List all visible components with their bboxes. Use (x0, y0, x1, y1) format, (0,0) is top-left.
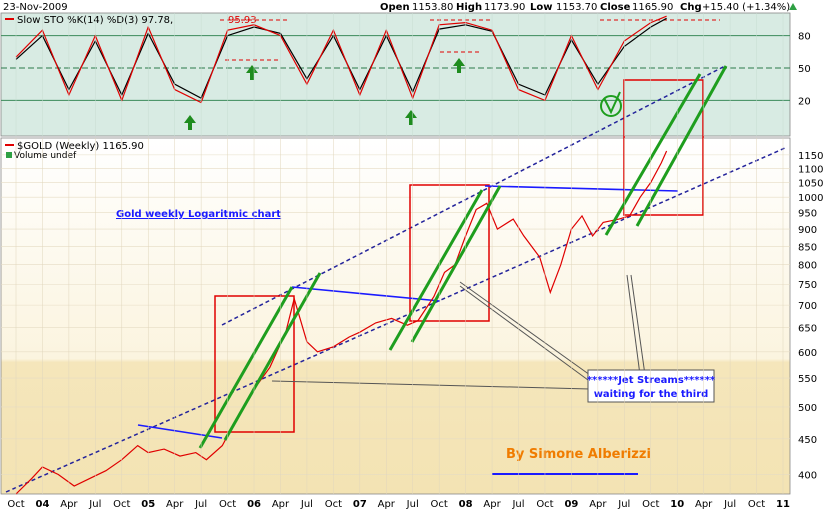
price-y-ticks: 400 450 500 550 600 650 700 750 800 850 900 950 1000… (798, 151, 823, 482)
x-tick-label: Jul (723, 499, 736, 510)
x-tick-label: Apr (378, 499, 396, 510)
x-tick-label: Oct (748, 499, 765, 510)
x-tick-label: Apr (695, 499, 713, 510)
low-label: Low (530, 2, 552, 13)
x-axis: Oct 04 Apr Jul Oct 05 Apr Jul Oct 06 Apr Jul Oct 07 Ap… (7, 13, 790, 510)
x-tick-label: Apr (60, 499, 78, 510)
price-tick-label: 1050 (798, 178, 823, 189)
price-tick-label: 900 (798, 225, 817, 236)
x-tick-label: 04 (35, 499, 49, 510)
x-tick-label: Jul (300, 499, 313, 510)
close-label: Close (600, 2, 631, 13)
price-tick-label: 1000 (798, 193, 823, 204)
x-tick-label: Jul (88, 499, 101, 510)
sto-tick-label: 50 (798, 64, 811, 75)
price-tick-label: 550 (798, 374, 817, 385)
sto-tick-label: 20 (798, 96, 811, 107)
chart-annotation-title: Gold weekly Logaritmic chart (116, 209, 281, 220)
arrow-up-icon (184, 115, 196, 130)
x-tick-label: Jul (511, 499, 524, 510)
volume-legend-swatch (6, 152, 12, 158)
price-tick-label: 600 (798, 348, 817, 359)
x-tick-label: 07 (353, 499, 367, 510)
sto-panel (0, 12, 791, 137)
x-tick-label: Oct (7, 499, 24, 510)
chg-value: +15.40 (+1.34%) (702, 2, 790, 13)
x-tick-label: Jul (406, 499, 419, 510)
price-tick-label: 750 (798, 280, 817, 291)
arrow-up-icon (405, 110, 417, 125)
x-tick-label: Oct (325, 499, 342, 510)
x-tick-label: Apr (589, 499, 607, 510)
price-tick-label: 450 (798, 435, 817, 446)
arrow-up-icon (246, 65, 258, 80)
check-icon (603, 91, 621, 115)
highlight-boxes (214, 79, 704, 433)
close-value: 1165.90 (632, 2, 673, 13)
x-tick-label: Oct (219, 499, 236, 510)
sto-y-ticks: 20 50 80 (798, 32, 811, 108)
price-grid (1, 154, 790, 475)
open-value: 1153.80 (412, 2, 453, 13)
x-tick-label: Oct (113, 499, 130, 510)
triangle-up-icon (789, 3, 797, 10)
author-credit: By Simone Alberizzi (506, 447, 651, 462)
volume-legend: Volume undef (14, 151, 77, 161)
sto-k-line (15, 15, 667, 104)
price-tick-label: 1150 (798, 151, 823, 162)
x-tick-label: 10 (670, 499, 684, 510)
price-tick-label: 500 (798, 403, 817, 414)
price-tick-label: 700 (798, 301, 817, 312)
gold-price-line (15, 150, 668, 495)
price-legend: $GOLD (Weekly) 1165.90 (17, 141, 144, 152)
trend-channel (5, 65, 786, 493)
x-tick-label: 08 (459, 499, 473, 510)
callout-pointers (271, 274, 646, 390)
sto-level-marks (220, 19, 720, 61)
sto-tick-label: 80 (798, 32, 811, 43)
high-label: High (456, 2, 482, 13)
header-date: 23-Nov-2009 (3, 2, 68, 13)
sto-signal-arrows (184, 58, 465, 130)
header-bar (0, 0, 828, 13)
high-value: 1173.90 (484, 2, 525, 13)
jet-stream-lines (198, 65, 728, 449)
open-label: Open (380, 2, 410, 13)
price-tick-label: 1100 (798, 164, 823, 175)
price-tick-label: 650 (798, 324, 817, 335)
price-tick-label: 800 (798, 261, 817, 272)
x-tick-label: 11 (776, 499, 790, 510)
x-tick-label: 09 (564, 499, 578, 510)
x-tick-label: Apr (166, 499, 184, 510)
price-tick-label: 850 (798, 242, 817, 253)
x-tick-label: Jul (617, 499, 630, 510)
x-tick-label: 06 (247, 499, 261, 510)
x-tick-label: 05 (141, 499, 155, 510)
price-tick-label: 400 (798, 470, 817, 481)
x-tick-label: Oct (536, 499, 553, 510)
chg-label: Chg (680, 2, 702, 13)
jet-streams-line1: ******Jet Streams****** (587, 375, 716, 386)
x-tick-label: Oct (642, 499, 659, 510)
price-tick-label: 950 (798, 209, 817, 220)
low-value: 1153.70 (556, 2, 597, 13)
x-tick-label: Oct (431, 499, 448, 510)
x-tick-label: Jul (194, 499, 207, 510)
x-tick-label: Apr (483, 499, 501, 510)
arrow-up-icon (453, 58, 465, 73)
buy-signal-circle (600, 95, 622, 117)
x-tick-label: Apr (272, 499, 290, 510)
